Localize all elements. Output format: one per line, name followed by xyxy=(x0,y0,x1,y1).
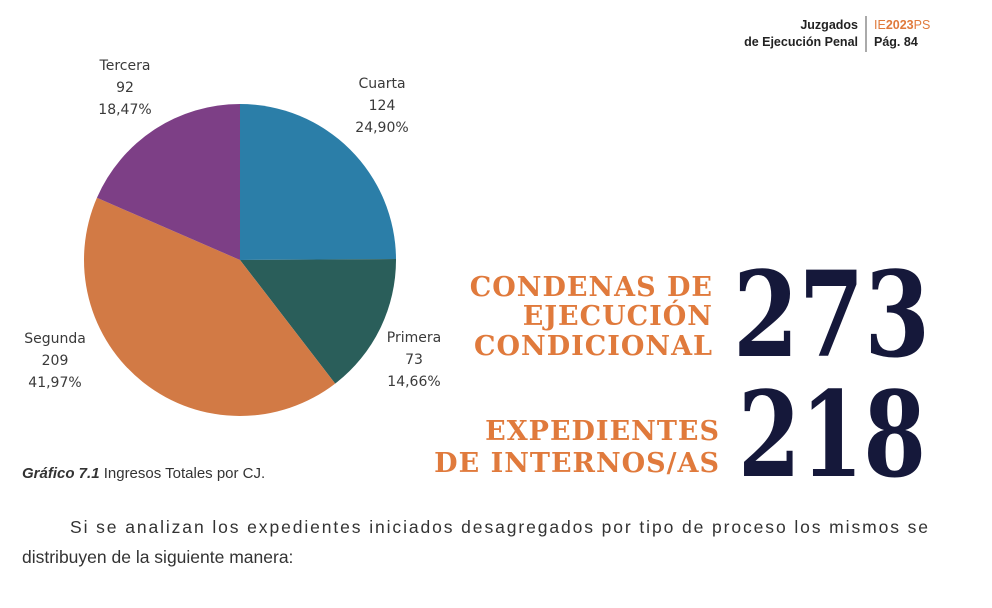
slice-percent: 18,47% xyxy=(98,102,151,118)
caption-text: Ingresos Totales por CJ. xyxy=(100,465,266,482)
stat-label: CONDENAS DE xyxy=(470,272,713,303)
slice-label: Primera xyxy=(387,330,441,346)
pie-chart: Cuarta 124 24,90% Primera 73 14,66% Segunda 209… xyxy=(24,58,441,417)
edition-part: PS xyxy=(914,18,931,32)
slice-label: Cuarta xyxy=(358,76,405,92)
stat-number: 218 xyxy=(738,365,926,504)
slice-value: 92 xyxy=(116,80,134,96)
pie-slice xyxy=(240,259,396,384)
edition-part: 2023 xyxy=(886,18,914,32)
edition: IE2023PS xyxy=(874,18,930,32)
edition-part: IE xyxy=(874,18,886,32)
slice-value: 209 xyxy=(42,353,69,369)
stat-label: DE INTERNOS/AS xyxy=(434,448,720,479)
section-title: Juzgados xyxy=(800,18,858,32)
pie-slice xyxy=(96,104,240,260)
stat-label: EXPEDIENTES xyxy=(485,416,720,447)
section-title: de Ejecución Penal xyxy=(744,35,858,49)
header: Juzgados de Ejecución Penal IE2023PS Pág… xyxy=(744,16,930,52)
paragraph-line: Si se analizan los expedientes iniciados… xyxy=(70,517,928,537)
paragraph-line: distribuyen de la siguiente manera: xyxy=(22,547,293,567)
slice-percent: 41,97% xyxy=(28,375,81,391)
slice-label: Segunda xyxy=(24,331,86,347)
stat-number: 273 xyxy=(733,245,930,384)
slice-label: Tercera xyxy=(99,58,151,74)
caption: Gráfico 7.1 Ingresos Totales por CJ. xyxy=(22,465,265,482)
stat: EXPEDIENTES DE INTERNOS/AS 218 xyxy=(434,365,926,504)
stat-label: EJECUCIÓN xyxy=(523,298,713,332)
slice-percent: 14,66% xyxy=(387,374,440,390)
stat-label: CONDICIONAL xyxy=(474,331,713,362)
pie-slice xyxy=(83,197,336,417)
pie-slice xyxy=(240,104,396,260)
slice-value: 73 xyxy=(405,352,423,368)
stat: CONDENAS DE EJECUCIÓN CONDICIONAL 273 xyxy=(470,245,930,384)
slice-percent: 24,90% xyxy=(355,120,408,136)
caption-label: Gráfico 7.1 xyxy=(22,465,100,482)
slice-value: 124 xyxy=(369,98,396,114)
page-number: Pág. 84 xyxy=(874,35,918,49)
